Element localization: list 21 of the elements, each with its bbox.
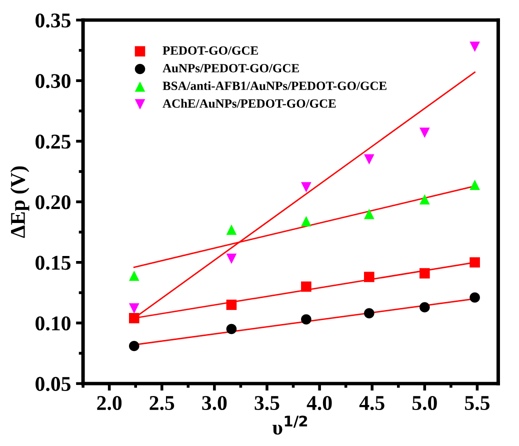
- y-tick-label: 0.20: [36, 195, 70, 210]
- legend-label: AChE/AuNPs/PEDOT-GO/GCE: [162, 98, 336, 108]
- x-tick-label: 4.5: [359, 396, 384, 410]
- x-tick-label: 5.0: [412, 396, 437, 410]
- x-tick-label: 3.5: [254, 396, 280, 410]
- legend-label: BSA/anti-AFB1/AuNPs/PEDOT-GO/GCE: [162, 81, 386, 90]
- y-tick-label: 0.05: [36, 376, 70, 392]
- y-tick-label: 0.10: [36, 316, 70, 331]
- x-tick-label: 5.5: [465, 396, 490, 410]
- x-tick-label: 2.0: [97, 396, 122, 410]
- y-axis-title: ΔEp (V): [10, 166, 30, 238]
- legend-label: AuNPs/PEDOT-GO/GCE: [162, 64, 299, 72]
- y-tick-label: 0.25: [36, 134, 70, 149]
- legend-label: PEDOT-GO/GCE: [162, 46, 258, 55]
- y-tick-label: 0.35: [36, 13, 70, 28]
- x-axis-title: υ$^{1/2}$: [272, 416, 308, 435]
- y-tick-label: 0.30: [36, 74, 70, 88]
- x-tick-label: 2.5: [150, 396, 174, 410]
- x-tick-label: 3.0: [202, 396, 227, 410]
- x-tick-label: 4.0: [306, 396, 332, 410]
- y-tick-label: 0.15: [36, 256, 70, 270]
